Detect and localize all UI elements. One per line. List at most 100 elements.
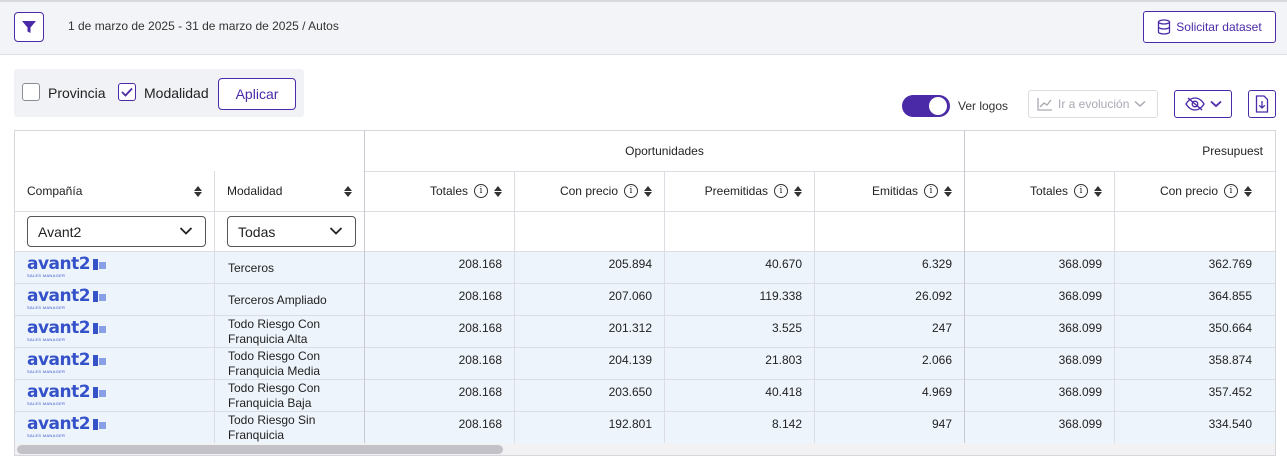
- op-preemitidas-cell: 3.525: [771, 321, 802, 335]
- sort-icon[interactable]: [1244, 185, 1252, 197]
- sort-icon[interactable]: [794, 185, 802, 197]
- column-header-modalidad[interactable]: Modalidad: [215, 171, 364, 211]
- logo-mark-icon: [93, 291, 106, 302]
- sort-icon[interactable]: [194, 185, 202, 197]
- pr-totales-cell: 368.099: [1058, 417, 1102, 431]
- modalidad-cell: Todo Riesgo Con Franquicia Media: [228, 349, 321, 378]
- column-header-op-con-precio[interactable]: Con precio i: [515, 171, 664, 211]
- pr-totales-cell: 368.099: [1058, 257, 1102, 271]
- modalidad-cell: Todo Riesgo Sin Franquicia: [228, 413, 316, 442]
- top-bar: 1 de marzo de 2025 - 31 de marzo de 2025…: [0, 0, 1287, 55]
- column-header-label: Con precio: [1159, 184, 1218, 198]
- download-button[interactable]: [1248, 90, 1276, 118]
- divider: [15, 347, 1275, 348]
- logo-text: avant2: [27, 254, 91, 274]
- op-emitidas-cell: 247: [931, 321, 952, 335]
- sort-icon[interactable]: [494, 185, 502, 197]
- toggle-knob: [929, 97, 947, 115]
- sort-icon[interactable]: [644, 185, 652, 197]
- chevron-down-icon: [1209, 100, 1222, 108]
- column-header-label: Totales: [429, 184, 468, 198]
- modalidad-cell: Todo Riesgo Con Franquicia Baja: [228, 381, 321, 410]
- sort-icon[interactable]: [344, 185, 352, 197]
- compania-filter-select[interactable]: Avant2: [27, 216, 206, 247]
- request-dataset-button[interactable]: Solicitar dataset: [1143, 11, 1276, 43]
- op-totales-cell: 208.168: [458, 385, 502, 399]
- sort-icon[interactable]: [1094, 185, 1102, 197]
- op-preemitidas-cell: 8.142: [771, 417, 802, 431]
- op-totales-cell: 208.168: [458, 289, 502, 303]
- chevron-down-icon: [1134, 100, 1146, 108]
- table-row: [15, 251, 1275, 283]
- eye-off-icon: [1184, 97, 1205, 111]
- column-header-op-totales[interactable]: Totales i: [365, 171, 514, 211]
- column-header-label: Con precio: [559, 184, 618, 198]
- op-con-precio-cell: 192.801: [608, 417, 652, 431]
- logo-text: avant2: [27, 350, 91, 370]
- logos-toggle[interactable]: [902, 95, 950, 117]
- info-icon[interactable]: i: [474, 184, 488, 198]
- funnel-icon: [22, 21, 36, 33]
- op-preemitidas-cell: 119.338: [759, 289, 803, 303]
- column-header-pr-totales[interactable]: Totales i: [965, 171, 1114, 211]
- info-icon[interactable]: i: [1224, 184, 1238, 198]
- logo-subtitle: SALES MANAGER: [27, 305, 66, 310]
- modalidad-checkbox[interactable]: [118, 83, 136, 101]
- pr-totales-cell: 368.099: [1058, 385, 1102, 399]
- apply-button[interactable]: Aplicar: [218, 78, 296, 110]
- logo-text: avant2: [27, 414, 91, 434]
- logo-text: avant2: [27, 318, 91, 338]
- logo-mark-icon: [93, 355, 106, 366]
- column-visibility-button[interactable]: [1174, 90, 1232, 118]
- pr-con-precio-cell: 357.452: [1208, 385, 1252, 399]
- group-header-oportunidades: Oportunidades: [625, 144, 704, 158]
- provincia-checkbox[interactable]: [22, 83, 40, 101]
- column-header-op-emitidas[interactable]: Emitidas i: [815, 171, 964, 211]
- column-header-op-preemitidas[interactable]: Preemitidas i: [665, 171, 814, 211]
- logo-subtitle: SALES MANAGER: [27, 401, 66, 406]
- sort-icon[interactable]: [944, 185, 952, 197]
- info-icon[interactable]: i: [1074, 184, 1088, 198]
- divider: [15, 211, 1275, 212]
- scrollbar-thumb[interactable]: [17, 445, 503, 454]
- divider: [364, 131, 365, 443]
- table-row: [15, 379, 1275, 411]
- company-logo: avant2 SALES MANAGER: [27, 384, 107, 410]
- op-con-precio-cell: 203.650: [608, 385, 652, 399]
- column-header-label: Preemitidas: [704, 184, 768, 198]
- group-header-presupuestos: Presupuest: [1202, 144, 1263, 158]
- logo-text: avant2: [27, 286, 91, 306]
- logo-mark-icon: [93, 259, 106, 270]
- modalidad-filter-select[interactable]: Todas: [227, 216, 356, 247]
- evolution-label: Ir a evolución: [1058, 97, 1130, 111]
- table-row: [15, 283, 1275, 315]
- evolution-dropdown[interactable]: Ir a evolución: [1028, 90, 1158, 118]
- column-header-pr-con-precio[interactable]: Con precio i: [1115, 171, 1264, 211]
- company-logo: avant2 SALES MANAGER: [27, 288, 107, 314]
- info-icon[interactable]: i: [624, 184, 638, 198]
- company-logo: avant2 SALES MANAGER: [27, 352, 107, 378]
- chevron-down-icon: [179, 227, 193, 235]
- line-chart-icon: [1037, 98, 1052, 111]
- file-download-icon: [1255, 95, 1269, 113]
- divider: [814, 171, 815, 443]
- request-dataset-label: Solicitar dataset: [1176, 20, 1262, 34]
- info-icon[interactable]: i: [924, 184, 938, 198]
- divider: [15, 315, 1275, 316]
- modalidad-cell: Todo Riesgo Con Franquicia Alta: [228, 317, 321, 346]
- chevron-down-icon: [329, 227, 343, 235]
- breadcrumb: 1 de marzo de 2025 - 31 de marzo de 2025…: [68, 19, 339, 33]
- op-preemitidas-cell: 40.670: [765, 257, 802, 271]
- logos-toggle-label: Ver logos: [958, 99, 1009, 113]
- data-table: Oportunidades Presupuest Compañía Modali…: [14, 130, 1276, 456]
- filter-button[interactable]: [14, 12, 44, 42]
- column-header-label: Totales: [1029, 184, 1068, 198]
- horizontal-scrollbar[interactable]: [15, 443, 1275, 455]
- column-header-label: Emitidas: [871, 184, 918, 198]
- pr-con-precio-cell: 364.855: [1208, 289, 1252, 303]
- info-icon[interactable]: i: [774, 184, 788, 198]
- op-con-precio-cell: 201.312: [608, 321, 652, 335]
- column-header-compania[interactable]: Compañía: [15, 171, 214, 211]
- logo-mark-icon: [93, 419, 106, 430]
- pr-con-precio-cell: 362.769: [1208, 257, 1252, 271]
